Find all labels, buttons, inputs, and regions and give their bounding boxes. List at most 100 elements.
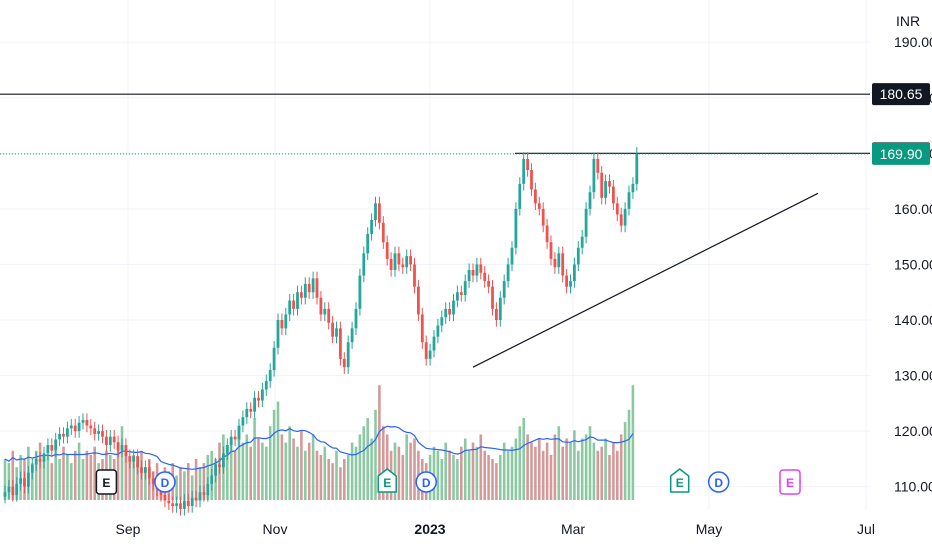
- candle: [296, 285, 299, 316]
- candle: [393, 246, 397, 277]
- earnings-marker[interactable]: E: [377, 468, 397, 493]
- candle: [354, 302, 358, 335]
- candle: [432, 330, 436, 358]
- candle: [331, 316, 334, 344]
- volume-bar: [569, 442, 572, 500]
- candle: [381, 216, 385, 249]
- volume-bar: [202, 463, 206, 500]
- candle: [502, 274, 506, 305]
- volume-bar: [335, 450, 338, 500]
- candle: [46, 438, 50, 460]
- candle: [233, 430, 237, 447]
- volume-bar: [382, 426, 385, 500]
- candle: [38, 452, 42, 469]
- candle: [545, 218, 549, 249]
- candle: [362, 246, 366, 283]
- candle: [413, 257, 416, 294]
- candle: [456, 285, 459, 308]
- candle: [436, 318, 440, 344]
- volume-ma-line: [4, 425, 634, 470]
- time-tick-label: Mar: [561, 521, 585, 537]
- candle: [459, 285, 463, 302]
- candle: [66, 421, 69, 444]
- candle: [7, 480, 11, 499]
- volume-bar: [448, 450, 451, 500]
- candle: [202, 485, 206, 502]
- volume-bar: [304, 450, 307, 500]
- candle: [27, 466, 30, 494]
- dividend-marker[interactable]: D: [415, 471, 437, 493]
- time-axis[interactable]: Sep Nov 2023 Mar May Jul: [116, 521, 875, 537]
- volume-bar: [272, 409, 276, 500]
- volume-bar: [541, 450, 545, 500]
- dividend-marker[interactable]: D: [707, 471, 730, 493]
- volume-bar: [565, 438, 568, 500]
- candle: [448, 302, 451, 322]
- volume-bar: [296, 446, 299, 500]
- volume-bar: [183, 471, 186, 500]
- volume-bar: [452, 454, 455, 500]
- candle: [335, 321, 338, 344]
- candle: [506, 257, 510, 288]
- trend-line[interactable]: [472, 192, 819, 368]
- candle: [77, 416, 81, 438]
- earnings-marker[interactable]: E: [669, 468, 690, 493]
- candle: [604, 174, 607, 205]
- candle: [405, 249, 409, 274]
- volume-bar: [89, 454, 93, 500]
- volume-bar: [31, 463, 34, 500]
- volume-bar: [475, 446, 479, 500]
- volume-bar: [245, 434, 249, 500]
- candle: [378, 196, 381, 230]
- candle: [101, 424, 104, 444]
- candle: [557, 246, 561, 274]
- volume-bar: [538, 438, 541, 500]
- candle: [471, 263, 475, 283]
- volume-bar: [514, 438, 518, 500]
- volume-bar: [319, 454, 323, 500]
- candle: [537, 196, 541, 216]
- volume-bar: [397, 446, 401, 500]
- candle: [526, 152, 529, 177]
- volume-bar: [374, 409, 377, 500]
- volume-bar: [343, 459, 346, 500]
- candle: [553, 252, 557, 274]
- candle: [549, 235, 553, 266]
- candle: [268, 363, 272, 388]
- dividend-marker[interactable]: D: [154, 471, 176, 493]
- volume-bar: [34, 450, 38, 500]
- volume-bar: [370, 438, 373, 500]
- volume-bar: [479, 434, 483, 500]
- volume-bar: [518, 426, 522, 500]
- volume-bar: [144, 467, 147, 500]
- candle: [440, 310, 444, 333]
- candle: [389, 252, 393, 277]
- candle: [522, 152, 526, 191]
- svg-text:D: D: [714, 476, 723, 490]
- volume-bar: [588, 426, 592, 500]
- drawn-lines[interactable]: [0, 93, 870, 368]
- price-tick-label: 120.00: [894, 423, 932, 439]
- volume-bar: [331, 463, 334, 500]
- volume-bar: [3, 459, 7, 500]
- candle: [487, 274, 490, 294]
- volume-bar: [50, 463, 54, 500]
- candle: [136, 449, 139, 474]
- volume-bar: [284, 442, 288, 500]
- candle: [374, 196, 377, 227]
- volume-bar: [506, 450, 510, 500]
- volume-bar: [366, 418, 369, 500]
- volume-bar: [93, 446, 96, 500]
- candle: [518, 177, 522, 216]
- earnings-marker[interactable]: E: [95, 469, 118, 495]
- candle: [3, 485, 7, 504]
- candle: [272, 341, 276, 377]
- earnings-marker[interactable]: E: [779, 469, 801, 495]
- volume-bar: [619, 434, 623, 500]
- candle: [627, 185, 631, 216]
- volume-bar: [600, 446, 603, 500]
- candle: [34, 452, 38, 472]
